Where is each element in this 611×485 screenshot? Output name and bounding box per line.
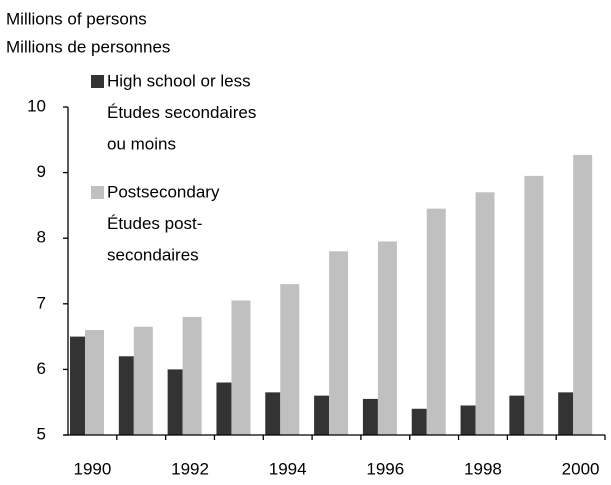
x-tick-label: 1992 [171,459,209,478]
y-tick-label: 6 [37,359,46,378]
bar [362,398,378,435]
legend-label: ou moins [107,134,176,153]
legend-label: Postsecondary [107,182,220,201]
bar [426,208,446,435]
bar [216,382,232,435]
x-tick-label: 1996 [366,459,404,478]
bar [182,316,202,435]
bar [377,241,397,435]
bar [118,356,134,435]
x-tick-label: 1998 [464,459,502,478]
bar [329,251,349,435]
bar [167,369,183,435]
legend-label: secondaires [107,245,199,264]
x-tick-label: 1994 [269,459,307,478]
y-axis-label: Millions of persons [6,9,147,28]
y-tick-label: 9 [37,162,46,181]
legend-label: Études post- [107,214,202,233]
bar [509,395,525,435]
bar [411,408,427,435]
y-tick-label: 10 [27,96,46,115]
bar [475,192,495,435]
x-tick-label: 2000 [562,459,600,478]
bar [558,392,574,435]
bar [280,284,300,435]
bar [231,300,251,435]
y-tick-label: 5 [37,424,46,443]
bar [524,175,544,435]
bar [265,392,281,435]
legend-swatch [91,75,104,88]
bar [70,336,85,435]
y-tick-label: 8 [37,228,46,247]
bar [85,330,104,435]
bar [314,395,330,435]
y-tick-label: 7 [37,293,46,312]
bar [573,154,593,435]
legend-label: High school or less [107,71,251,90]
x-tick-label: 1990 [73,459,111,478]
bar [133,326,153,435]
bar [460,405,476,435]
legend-swatch [91,186,104,199]
y-axis-label: Millions de personnes [6,37,170,56]
legend-label: Études secondaires [107,103,256,122]
